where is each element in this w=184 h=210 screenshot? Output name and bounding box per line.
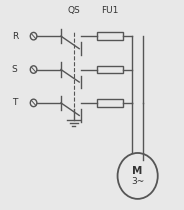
Bar: [98, 32, 123, 40]
Bar: [98, 66, 123, 73]
Text: R: R: [12, 32, 18, 41]
Text: T: T: [12, 98, 17, 107]
Text: FU1: FU1: [102, 6, 119, 15]
Text: M: M: [132, 166, 143, 176]
Text: S: S: [12, 65, 17, 74]
Text: QS: QS: [67, 6, 80, 15]
Bar: [98, 99, 123, 107]
Text: 3~: 3~: [131, 177, 144, 186]
